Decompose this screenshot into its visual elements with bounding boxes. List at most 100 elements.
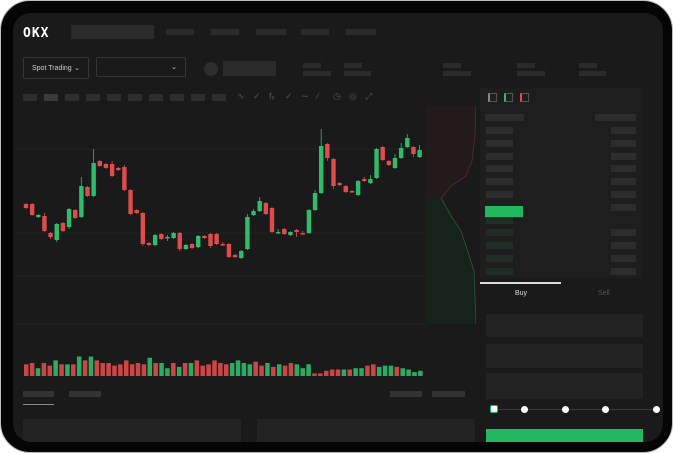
volume-bar <box>71 364 76 376</box>
ruler-icon[interactable]: ∕ <box>317 91 319 101</box>
candle-body <box>79 186 84 217</box>
candle-body <box>374 149 379 178</box>
nav-item[interactable] <box>166 29 194 35</box>
volume-bar <box>382 365 388 376</box>
timeframe-button[interactable] <box>65 94 79 101</box>
order-book-price[interactable] <box>486 152 513 160</box>
volume-bar <box>388 365 394 376</box>
candle-body <box>398 148 404 158</box>
order-book-price[interactable] <box>486 139 513 147</box>
search-bar[interactable] <box>71 25 154 39</box>
order-book-price[interactable] <box>486 178 513 186</box>
book-bids-icon[interactable] <box>504 93 513 102</box>
slider-step-25[interactable] <box>521 406 528 413</box>
filter-button[interactable] <box>390 391 422 397</box>
tab-buy[interactable]: Buy <box>515 290 528 297</box>
check-icon[interactable]: ✓ <box>253 91 261 101</box>
volume-bar <box>224 364 229 376</box>
volume-bar <box>235 360 241 376</box>
volume-bar <box>229 363 235 376</box>
candle-body <box>288 232 293 235</box>
order-book-price[interactable] <box>486 216 513 224</box>
slider-step-50[interactable] <box>562 406 569 413</box>
order-book-amount <box>611 152 636 160</box>
candlestick-chart[interactable] <box>13 106 483 376</box>
candle-body <box>349 191 355 193</box>
candle-body <box>202 236 207 238</box>
volume-bar <box>259 365 264 376</box>
timeframe-button[interactable] <box>86 94 100 101</box>
timeframe-button[interactable] <box>128 94 142 101</box>
order-book-price[interactable] <box>486 255 513 262</box>
volume-bar <box>53 360 58 376</box>
market-type-dropdown[interactable]: Spot Trading ⌄ <box>23 57 89 79</box>
stat-label <box>344 63 362 68</box>
order-book-amount <box>611 229 636 237</box>
candle-body <box>337 183 342 185</box>
timeframe-button[interactable] <box>44 94 58 101</box>
slider-step-100[interactable] <box>653 406 660 413</box>
filter-button[interactable] <box>432 391 465 397</box>
tab-order-history[interactable] <box>69 391 101 397</box>
timeframe-button[interactable] <box>170 94 184 101</box>
candle-body <box>159 234 164 239</box>
check-icon[interactable]: ✓ <box>285 91 293 101</box>
nav-item[interactable] <box>211 29 239 35</box>
volume-bar <box>65 364 70 376</box>
candle-body <box>214 234 219 244</box>
volume-bar <box>341 369 347 376</box>
amount-input[interactable] <box>486 344 643 368</box>
tab-open-orders[interactable] <box>23 391 54 397</box>
order-book-price[interactable] <box>486 242 513 250</box>
fx-icon[interactable]: fₓ <box>269 91 275 101</box>
timeframe-button[interactable] <box>23 94 37 101</box>
timeframe-button[interactable] <box>191 94 205 101</box>
volume-bar <box>318 373 323 376</box>
stat-value <box>303 71 331 76</box>
volume-bar <box>76 356 82 376</box>
app-screen: OKX Spot Trading ⌄ ⌄ Buy Sell <box>13 13 663 442</box>
nav-item[interactable] <box>256 29 286 35</box>
candle-body <box>392 158 398 168</box>
timeframe-button[interactable] <box>149 94 163 101</box>
nav-item[interactable] <box>301 29 329 35</box>
buy-button[interactable] <box>486 429 643 442</box>
stat-value <box>517 71 545 76</box>
camera-icon[interactable]: ◷ <box>333 91 341 101</box>
volume-bar <box>265 363 270 376</box>
total-input[interactable] <box>486 373 643 399</box>
slider-step-0[interactable] <box>490 405 498 413</box>
candle-body <box>196 236 201 247</box>
fullscreen-icon[interactable]: ⤢ <box>365 91 373 101</box>
order-book-price[interactable] <box>486 127 513 134</box>
candle-body <box>411 147 416 154</box>
order-book-price[interactable] <box>486 267 513 275</box>
candle-body <box>275 232 281 234</box>
volume-bar <box>82 360 88 376</box>
candle-body <box>171 233 176 238</box>
order-book-price[interactable] <box>486 165 513 173</box>
order-book-amount <box>611 165 636 173</box>
slider-step-75[interactable] <box>602 406 609 413</box>
volume-bar <box>400 368 405 376</box>
slider-track[interactable] <box>491 409 657 410</box>
timeframe-button[interactable] <box>212 94 226 101</box>
indicator-icon[interactable]: ∿ <box>237 91 245 101</box>
book-both-icon[interactable] <box>488 93 497 102</box>
price-input[interactable] <box>486 314 643 337</box>
candle-body <box>23 204 29 208</box>
timeframe-button[interactable] <box>107 94 121 101</box>
pair-dropdown[interactable]: ⌄ <box>96 57 186 77</box>
tab-sell[interactable]: Sell <box>598 290 610 297</box>
order-book-price[interactable] <box>486 191 513 198</box>
book-asks-icon[interactable] <box>520 93 529 102</box>
volume-bar <box>353 368 358 376</box>
nav-item[interactable] <box>346 29 376 35</box>
order-book-price[interactable] <box>486 229 513 237</box>
volume-bar <box>118 364 123 376</box>
line-icon[interactable]: ∼ <box>301 91 309 101</box>
settings-icon[interactable]: ◎ <box>349 91 357 101</box>
volume-bar <box>47 365 53 376</box>
volume-bar <box>347 369 353 376</box>
